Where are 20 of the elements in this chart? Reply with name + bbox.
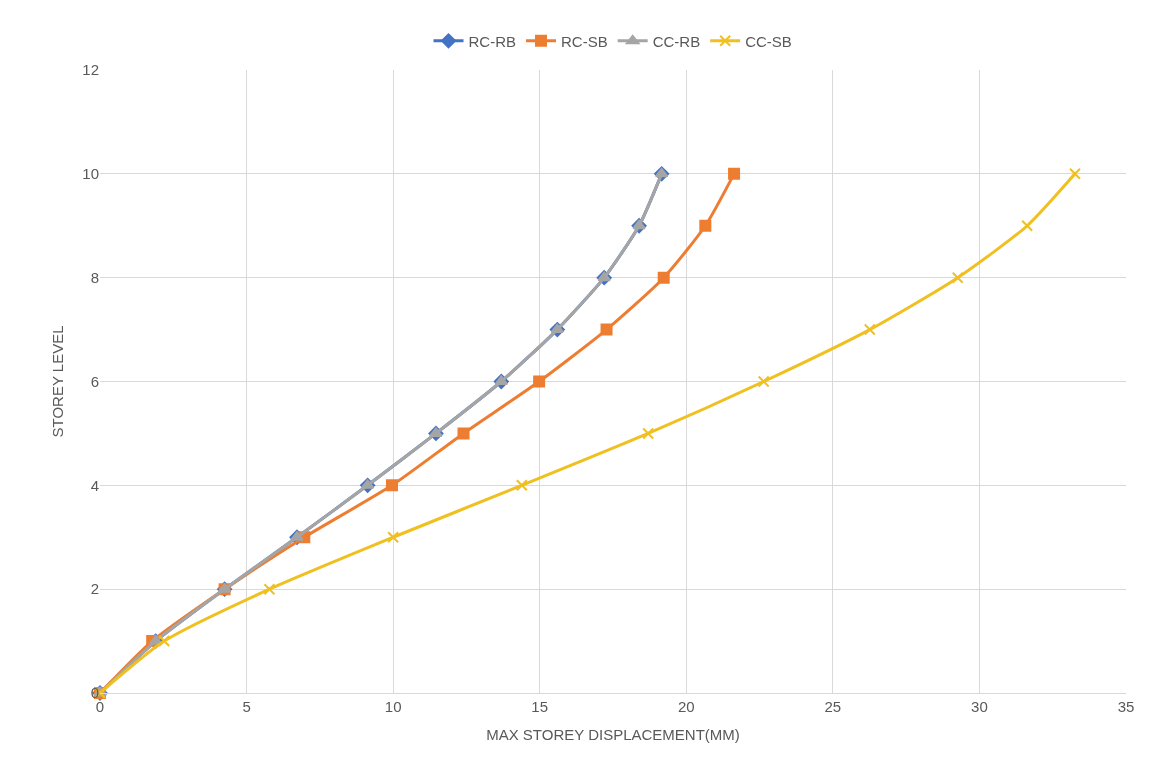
x-tick-label: 30 bbox=[971, 698, 988, 715]
x-tick-label: 25 bbox=[824, 698, 842, 715]
y-tick-label: 10 bbox=[82, 165, 99, 183]
y-tick-label: 0 bbox=[90, 684, 99, 702]
x-tick-label: 20 bbox=[677, 698, 695, 715]
legend-label: CC-RB bbox=[652, 32, 701, 50]
y-tick-label: 4 bbox=[90, 476, 99, 494]
legend-label: RC-SB bbox=[561, 32, 608, 50]
y-axis-title: STOREY LEVEL bbox=[48, 325, 66, 438]
x-tick-label: 35 bbox=[1117, 698, 1135, 715]
y-tick-label: 8 bbox=[90, 268, 99, 286]
x-tick-label: 5 bbox=[242, 698, 251, 715]
legend-label: CC-SB bbox=[745, 32, 792, 50]
y-tick-label: 6 bbox=[90, 372, 99, 390]
x-axis-title: MAX STOREY DISPLACEMENT(MM) bbox=[486, 726, 740, 743]
y-tick-label: 2 bbox=[90, 580, 99, 598]
x-tick-label: 15 bbox=[531, 698, 549, 715]
y-tick-label: 12 bbox=[82, 61, 99, 79]
legend-label: RC-RB bbox=[468, 32, 516, 50]
x-tick-label: 10 bbox=[384, 698, 402, 715]
